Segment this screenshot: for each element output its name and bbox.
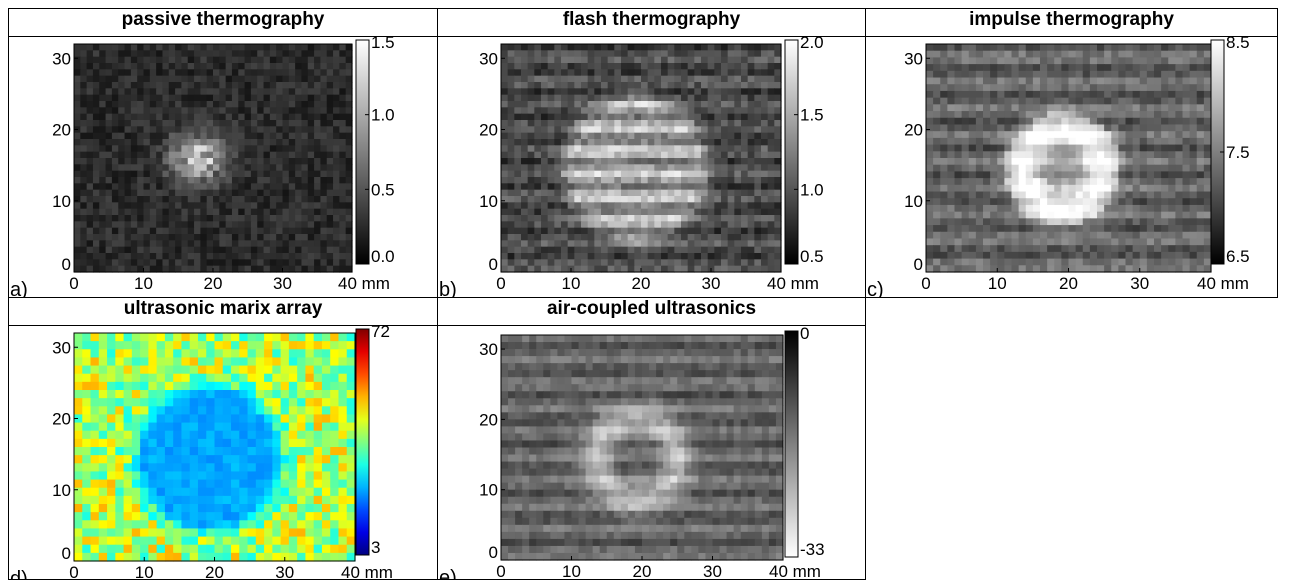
x-tick-label: 20: [633, 562, 652, 579]
x-tick-label: 10: [988, 274, 1007, 293]
x-tick-label: 20: [204, 274, 223, 293]
title-underline-row1: [8, 36, 1278, 37]
table-border-bottom: [8, 579, 865, 580]
colorbar-tick-label: 0.5: [371, 180, 395, 199]
colorbar-tick-label: 7.5: [1226, 143, 1250, 162]
colorbar: [784, 330, 799, 558]
panel-letter: d): [10, 568, 28, 579]
panel-title: passive thermography: [121, 9, 325, 30]
y-tick-label: 10: [479, 481, 498, 500]
y-tick-label: 20: [479, 121, 498, 140]
table-border-left: [8, 8, 9, 580]
x-tick-label: 40 mm: [767, 274, 819, 293]
y-tick-label: 0: [914, 255, 923, 274]
x-tick-label: 30: [702, 274, 721, 293]
y-tick-label: 20: [52, 410, 71, 429]
colorbar-tick-label: 1.0: [371, 106, 395, 125]
colorbar-tick-label: 2.0: [800, 33, 824, 52]
table-border-top: [8, 8, 1278, 9]
panel-title: flash thermography: [562, 9, 741, 30]
colorbar-tick-label: 1.5: [371, 33, 395, 52]
panel-plot: 30 20 10 00 10 20 30 40 mm 1.5 1.0 0.5 0.0 a): [10, 33, 395, 297]
panel-plot: 30 20 10 00 10 20 30 40 mm 2.0 1.5 1.0 0.5 b): [439, 33, 824, 297]
x-tick-label: 40 mm: [338, 274, 390, 293]
panel-b: flash thermography 30 20 10 0 0 10 20 30 40 mm 2.…: [438, 9, 865, 297]
x-tick-label: 10: [134, 274, 153, 293]
panel-a: passive thermography 30 20 10 0 0 10 20 30 40 mm…: [9, 9, 437, 297]
x-tick-label: 10: [135, 563, 154, 579]
colorbar-tick-label: 6.5: [1226, 247, 1250, 266]
title-underline-row2: [8, 325, 865, 326]
y-tick-label: 10: [479, 192, 498, 211]
y-tick-label: 0: [489, 543, 498, 562]
colorbar: [355, 328, 370, 556]
y-tick-label: 20: [904, 121, 923, 140]
x-tick-label: 0: [69, 563, 78, 579]
colorbar: [784, 39, 799, 265]
colorbar: [355, 39, 370, 265]
colorbar-tick-label: 72: [371, 322, 390, 341]
y-tick-label: 30: [52, 49, 71, 68]
x-tick-label: 0: [69, 274, 78, 293]
column-divider-1: [437, 8, 438, 580]
x-tick-label: 40 mm: [1197, 274, 1249, 293]
colorbar-tick-label: 1.5: [800, 106, 824, 125]
x-tick-label: 20: [205, 563, 224, 579]
heatmap-image: [926, 44, 1212, 273]
x-tick-label: 0: [921, 274, 930, 293]
x-tick-label: 20: [1059, 274, 1078, 293]
y-tick-label: 10: [904, 192, 923, 211]
colorbar-tick-label: 0.5: [800, 247, 824, 266]
panel-title: ultrasonic marix array: [123, 298, 323, 319]
x-tick-label: 0: [496, 274, 505, 293]
y-tick-label: 10: [52, 481, 71, 500]
heatmap-image: [501, 335, 784, 561]
y-tick-label: 0: [489, 255, 498, 274]
x-tick-label: 0: [496, 562, 505, 579]
heatmap-image: [74, 44, 353, 273]
colorbar-tick-label: 0: [800, 324, 809, 343]
x-tick-label: 20: [632, 274, 651, 293]
x-tick-label: 10: [562, 562, 581, 579]
panel-letter: a): [10, 279, 28, 297]
x-tick-label: 40 mm: [341, 563, 393, 579]
y-tick-label: 0: [62, 255, 71, 274]
x-tick-label: 30: [275, 563, 294, 579]
x-tick-label: 30: [703, 562, 722, 579]
panel-c: impulse thermography 30 20 10 0 0 10 20 30 40 mm…: [866, 9, 1277, 297]
table-border-right: [1277, 8, 1278, 298]
panel-letter: e): [439, 567, 457, 579]
colorbar-tick-label: -33: [800, 540, 825, 559]
y-tick-label: 20: [479, 410, 498, 429]
panel-letter: c): [867, 279, 884, 297]
colorbar-tick-label: 3: [371, 538, 380, 557]
y-tick-label: 30: [479, 49, 498, 68]
heatmap-image: [501, 44, 782, 273]
y-tick-label: 30: [904, 49, 923, 68]
column-divider-2: [865, 8, 866, 580]
panel-letter: b): [439, 279, 457, 297]
x-tick-label: 10: [562, 274, 581, 293]
x-tick-label: 30: [273, 274, 292, 293]
y-tick-label: 10: [52, 192, 71, 211]
colorbar-tick-label: 8.5: [1226, 33, 1250, 52]
colorbar-tick-label: 0.0: [371, 247, 395, 266]
x-tick-label: 40 mm: [769, 562, 821, 579]
panel-e: air-coupled ultrasonics 30 20 10 0 0 10 20 30 40…: [438, 298, 865, 579]
x-tick-label: 30: [1130, 274, 1149, 293]
panel-title: air-coupled ultrasonics: [546, 298, 757, 319]
table-border-mid: [8, 297, 1278, 298]
panel-plot: 30 20 10 00 10 20 30 40 mm 72 3 d): [10, 322, 393, 579]
panel-plot: 30 20 10 00 10 20 30 40 mm 8.5 7.5 6.5 c): [867, 33, 1250, 297]
heatmap-image: [74, 333, 356, 562]
y-tick-label: 30: [52, 338, 71, 357]
panel-d: ultrasonic marix array 30 20 10 0 0 10 20 30 40 …: [9, 298, 437, 579]
y-tick-label: 0: [62, 544, 71, 563]
y-tick-label: 30: [479, 340, 498, 359]
colorbar-tick-label: 1.0: [800, 180, 824, 199]
y-tick-label: 20: [52, 121, 71, 140]
panel-title: impulse thermography: [969, 9, 1174, 30]
